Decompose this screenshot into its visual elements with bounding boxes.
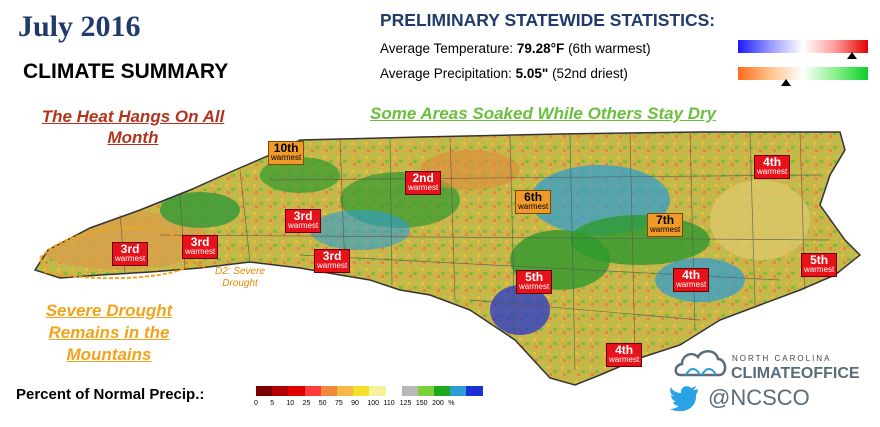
legend-swatch: [417, 386, 435, 396]
legend-tick: 200: [432, 400, 444, 407]
temperature-value: 79.28°F: [516, 41, 565, 56]
rank-number: 3rd: [322, 249, 342, 263]
soaked-headline: Some Areas Soaked While Others Stay Dry: [370, 104, 717, 123]
legend-tick: 10: [286, 400, 295, 407]
rank-label-northeast: 4th warmest: [754, 155, 791, 179]
legend-swatch: [466, 386, 483, 396]
legend-swatch: [385, 386, 402, 396]
legend-tick: 25: [302, 400, 311, 407]
page-title: July 2016: [18, 10, 141, 43]
stats-heading: PRELIMINARY STATEWIDE STATISTICS:: [380, 10, 716, 30]
precipitation-value: 5.05": [515, 66, 549, 81]
rank-word: warmest: [288, 221, 319, 230]
rank-number: 4th: [763, 155, 782, 169]
precipitation-label: Average Precipitation:: [380, 66, 512, 81]
legend-tick: 100: [367, 400, 379, 407]
legend-swatch: [304, 386, 321, 396]
d2-drought-label: D2: Severe Drought: [214, 266, 266, 289]
legend-swatch: [401, 386, 418, 396]
twitter-bird-icon: [670, 386, 698, 411]
legend-tick: 110: [383, 400, 395, 407]
rank-number: 4th: [682, 268, 701, 282]
rank-number: 5th: [810, 253, 829, 267]
legend-swatch: [369, 386, 386, 396]
legend-tick: 150: [415, 400, 428, 407]
rank-number: 3rd: [293, 209, 313, 223]
rank-word: warmest: [650, 225, 681, 234]
rank-label-foothills: 3rd warmest: [285, 209, 322, 233]
precipitation-note: (52nd driest): [552, 66, 628, 81]
legend-tick: 50: [318, 400, 327, 407]
legend-swatch: [256, 386, 273, 396]
rank-number: 3rd: [120, 242, 140, 256]
rank-label-southwest: 3rd warmest: [182, 235, 219, 259]
rank-label-piedmont-north: 2nd warmest: [405, 171, 442, 195]
twitter-handle[interactable]: @NCSCO: [708, 385, 810, 410]
legend-ticks: 0 5 10 25 50 75 90 100 110 125 150 200%: [254, 400, 464, 407]
temperature-label: Average Temperature:: [380, 41, 514, 56]
legend-color-bar: [256, 386, 483, 396]
rank-label-charlotte: 3rd warmest: [314, 249, 351, 273]
temperature-gauge: [738, 40, 868, 53]
legend-swatch: [450, 386, 467, 396]
rank-word: warmest: [317, 261, 348, 270]
rank-word: warmest: [609, 355, 640, 364]
temperature-gauge-marker: [847, 52, 858, 59]
drought-headline: Severe Drought Remains in the Mountains: [45, 301, 173, 364]
precipitation-gauge-marker: [781, 79, 792, 86]
rank-number: 3rd: [190, 235, 210, 249]
rank-label-far-west: 3rd warmest: [112, 242, 149, 266]
temperature-stat: Average Temperature: 79.28°F (6th warmes…: [380, 41, 651, 56]
state-outline: [33, 131, 862, 386]
rank-label-raleigh: 6th warmest: [515, 190, 552, 214]
rank-label-new-bern: 4th warmest: [673, 268, 710, 292]
rank-label-outer-banks: 5th warmest: [801, 253, 838, 277]
rank-label-wilmington: 4th warmest: [606, 343, 643, 367]
rank-word: warmest: [115, 254, 146, 263]
org-name-main: CLIMATEOFFICE: [731, 365, 860, 382]
precipitation-gauge: [738, 67, 868, 80]
legend-tick: %: [448, 400, 455, 407]
legend-swatch: [288, 386, 305, 396]
rank-number: 5th: [525, 270, 544, 284]
rank-word: warmest: [757, 167, 788, 176]
d2-drought-outline: [38, 226, 192, 280]
legend-tick: 0: [254, 400, 258, 407]
rank-label-greenville: 7th warmest: [647, 213, 684, 237]
cloud-logo-icon: [674, 350, 727, 377]
rank-number: 7th: [656, 213, 675, 227]
legend-swatch: [272, 386, 289, 396]
legend-label: Percent of Normal Precip.:: [16, 386, 205, 403]
legend-tick: 5: [270, 400, 275, 407]
rank-word: warmest: [408, 183, 439, 192]
legend-tick: 90: [351, 400, 359, 407]
rank-word: warmest: [271, 153, 302, 162]
heat-headline: The Heat Hangs On All Month: [41, 107, 225, 147]
rank-word: warmest: [519, 282, 550, 291]
rank-word: warmest: [676, 280, 707, 289]
rank-word: warmest: [185, 247, 216, 256]
page-subtitle: CLIMATE SUMMARY: [23, 60, 229, 83]
rank-number: 2nd: [412, 171, 434, 185]
rank-label-boone: 10th warmest: [268, 141, 305, 165]
rank-word: warmest: [518, 202, 549, 211]
precipitation-stat: Average Precipitation: 5.05" (52nd dries…: [380, 66, 628, 81]
rank-number: 10th: [273, 141, 299, 155]
legend-swatch: [320, 386, 337, 396]
rank-number: 6th: [524, 190, 543, 204]
org-name-top: NORTH CAROLINA: [732, 354, 832, 363]
legend-swatch: [336, 386, 354, 396]
legend-swatch: [353, 386, 370, 396]
legend-swatch: [434, 386, 451, 396]
rank-number: 4th: [615, 343, 634, 357]
temperature-note: (6th warmest): [568, 41, 651, 56]
legend-tick: 75: [334, 400, 343, 407]
rank-label-sandhills: 5th warmest: [516, 270, 553, 294]
legend-tick: 125: [399, 400, 412, 407]
rank-word: warmest: [804, 265, 835, 274]
